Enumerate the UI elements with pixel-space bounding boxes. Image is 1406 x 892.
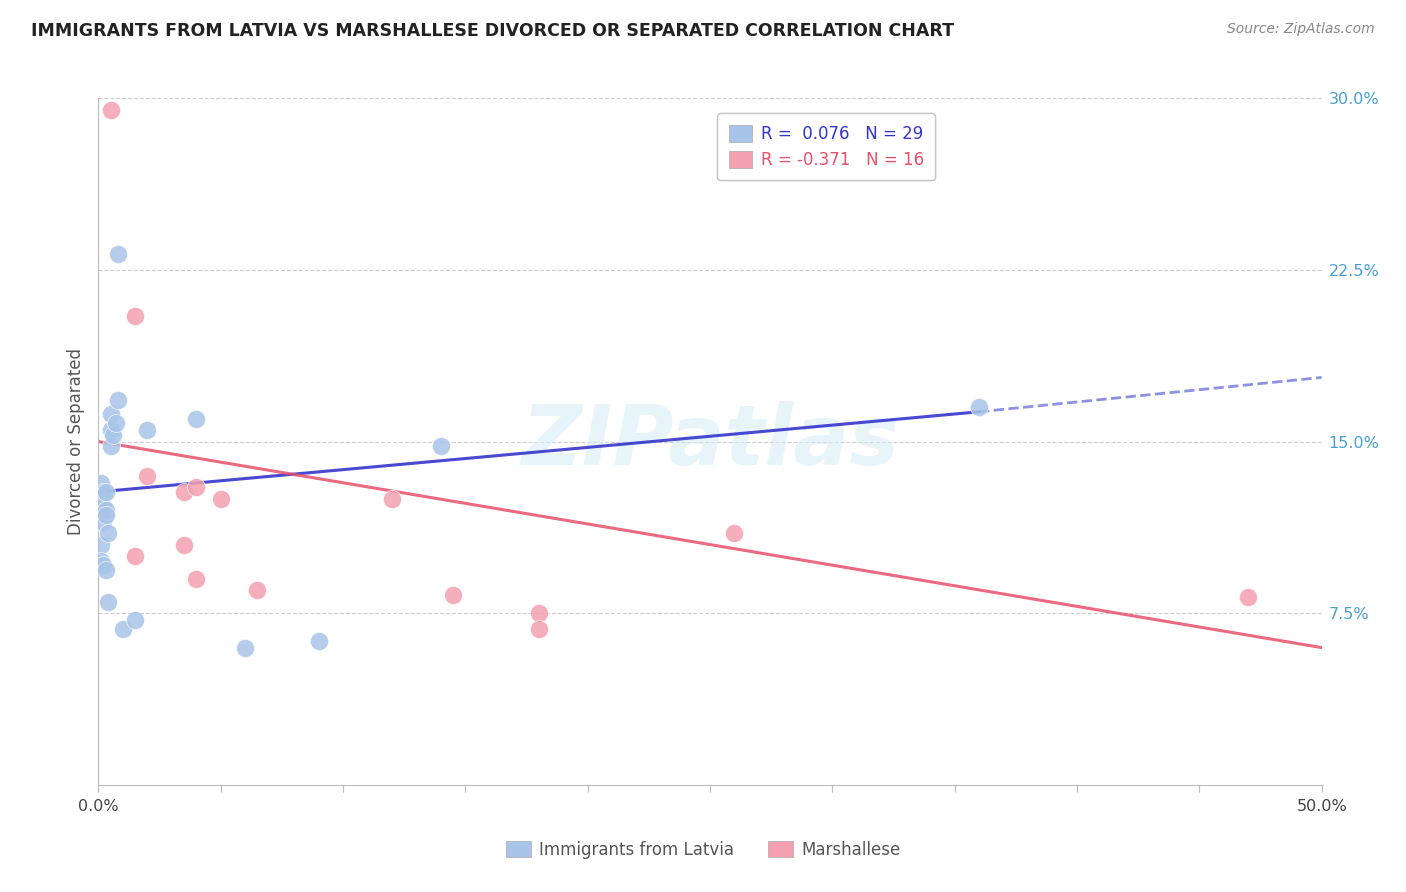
Point — [100, 439, 122, 453]
Y-axis label: Divorced or Separated: Divorced or Separated — [66, 348, 84, 535]
Point — [94, 503, 117, 517]
Point — [111, 622, 134, 636]
Text: ZIPatlas: ZIPatlas — [522, 401, 898, 482]
Point — [97, 526, 120, 541]
Point — [94, 563, 117, 577]
Point — [91, 515, 114, 529]
Point — [94, 508, 117, 522]
Point — [381, 491, 404, 506]
Point — [527, 607, 550, 621]
Point — [186, 480, 208, 494]
Point — [97, 595, 120, 609]
Point — [441, 588, 464, 602]
Point — [308, 633, 330, 648]
Point — [90, 537, 112, 551]
Point — [430, 439, 453, 453]
Point — [246, 583, 269, 598]
Legend: Immigrants from Latvia, Marshallese: Immigrants from Latvia, Marshallese — [499, 835, 907, 866]
Point — [91, 558, 114, 573]
Point — [100, 103, 122, 117]
Point — [136, 423, 159, 437]
Point — [173, 537, 195, 551]
Point — [107, 393, 129, 408]
Point — [91, 484, 114, 499]
Point — [124, 309, 146, 323]
Point — [124, 549, 146, 563]
Point — [124, 613, 146, 627]
Point — [91, 499, 114, 513]
Point — [101, 427, 124, 442]
Point — [527, 622, 550, 636]
Point — [186, 572, 208, 586]
Point — [90, 475, 112, 490]
Point — [90, 553, 112, 567]
Point — [94, 484, 117, 499]
Point — [186, 411, 208, 425]
Point — [100, 407, 122, 421]
Point — [107, 247, 129, 261]
Point — [233, 640, 256, 655]
Point — [209, 491, 232, 506]
Legend: R =  0.076   N = 29, R = -0.371   N = 16: R = 0.076 N = 29, R = -0.371 N = 16 — [717, 113, 935, 180]
Point — [967, 400, 990, 414]
Point — [100, 423, 122, 437]
Point — [90, 491, 112, 506]
Text: Source: ZipAtlas.com: Source: ZipAtlas.com — [1227, 22, 1375, 37]
Point — [1237, 591, 1260, 605]
Point — [104, 416, 127, 430]
Point — [723, 526, 745, 541]
Point — [136, 469, 159, 483]
Point — [173, 484, 195, 499]
Text: IMMIGRANTS FROM LATVIA VS MARSHALLESE DIVORCED OR SEPARATED CORRELATION CHART: IMMIGRANTS FROM LATVIA VS MARSHALLESE DI… — [31, 22, 953, 40]
